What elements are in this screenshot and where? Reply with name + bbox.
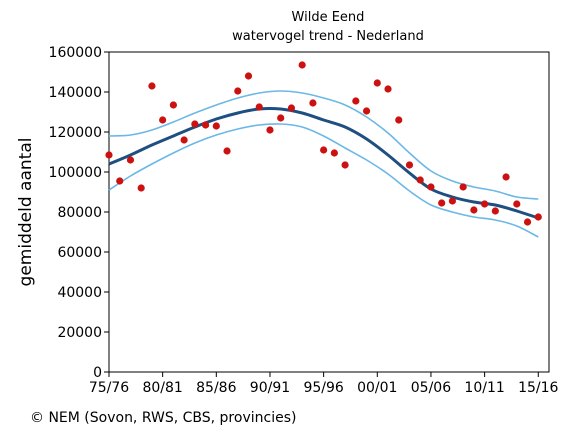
- copyright-credit: © NEM (Sovon, RWS, CBS, provincies): [30, 410, 297, 426]
- x-tick-label: 05/06: [411, 380, 451, 396]
- data-point: [459, 183, 467, 191]
- data-point: [416, 176, 424, 184]
- data-point: [137, 184, 145, 192]
- y-tick-label: 60000: [57, 245, 102, 261]
- confidence-upper-line: [108, 90, 539, 200]
- data-point: [427, 183, 435, 191]
- data-point: [212, 122, 220, 130]
- y-tick-label: 100000: [49, 165, 102, 181]
- x-tick-label: 00/01: [357, 380, 397, 396]
- data-point: [384, 85, 392, 93]
- data-point: [159, 116, 167, 124]
- data-point: [148, 82, 156, 90]
- data-point: [470, 206, 478, 214]
- x-tick-label: 95/96: [303, 380, 343, 396]
- data-point: [116, 177, 124, 185]
- data-point: [395, 116, 403, 124]
- data-point: [534, 213, 542, 221]
- data-point: [169, 101, 177, 109]
- data-point: [266, 126, 274, 134]
- x-tick-label: 80/81: [142, 380, 182, 396]
- data-point: [405, 161, 414, 169]
- y-tick-label: 140000: [49, 85, 102, 101]
- data-point: [201, 121, 210, 129]
- y-tick-label: 40000: [57, 285, 102, 301]
- x-tick-label: 85/86: [196, 380, 236, 396]
- data-point: [287, 104, 296, 112]
- x-tick-label: 75/76: [89, 380, 129, 396]
- y-tick-label: 160000: [49, 45, 102, 61]
- data-point: [298, 61, 306, 69]
- confidence-lower-line: [108, 123, 539, 238]
- data-point: [362, 107, 371, 115]
- y-tick-label: 120000: [49, 125, 102, 141]
- data-point: [309, 99, 317, 107]
- data-point: [234, 87, 242, 95]
- data-point: [448, 197, 457, 205]
- data-point: [523, 218, 532, 226]
- x-tick-label: 10/11: [464, 380, 504, 396]
- y-axis-label: gemiddeld aantal: [16, 138, 36, 287]
- data-point: [352, 97, 360, 105]
- data-point: [330, 149, 338, 157]
- data-point: [491, 207, 499, 215]
- data-point: [255, 103, 263, 111]
- data-point: [244, 72, 253, 80]
- data-point: [373, 79, 381, 87]
- y-tick-label: 20000: [57, 325, 102, 341]
- plot-area: 0 20000 40000 60000 80000 100000 120000 140000 1…: [49, 45, 559, 396]
- trend-line: [108, 106, 539, 220]
- data-point: [126, 156, 135, 164]
- data-point: [438, 199, 446, 207]
- data-point: [513, 200, 521, 208]
- data-point: [481, 200, 489, 208]
- data-point: [341, 161, 349, 169]
- data-point: [223, 147, 231, 155]
- chart-subtitle: watervogel trend - Nederland: [232, 29, 424, 44]
- data-point: [502, 173, 510, 181]
- x-tick-label: 15/16: [518, 380, 558, 396]
- x-tick-label: 90/91: [250, 380, 290, 396]
- data-point: [277, 114, 285, 122]
- chart-title: Wilde Eend: [292, 10, 365, 25]
- data-point: [105, 151, 113, 159]
- y-tick-label: 0: [93, 365, 102, 381]
- data-point: [320, 146, 328, 154]
- data-point: [180, 136, 188, 144]
- data-point: [191, 120, 199, 128]
- trend-chart: Wilde Eend watervogel trend - Nederland …: [16, 10, 559, 396]
- y-tick-label: 80000: [57, 205, 102, 221]
